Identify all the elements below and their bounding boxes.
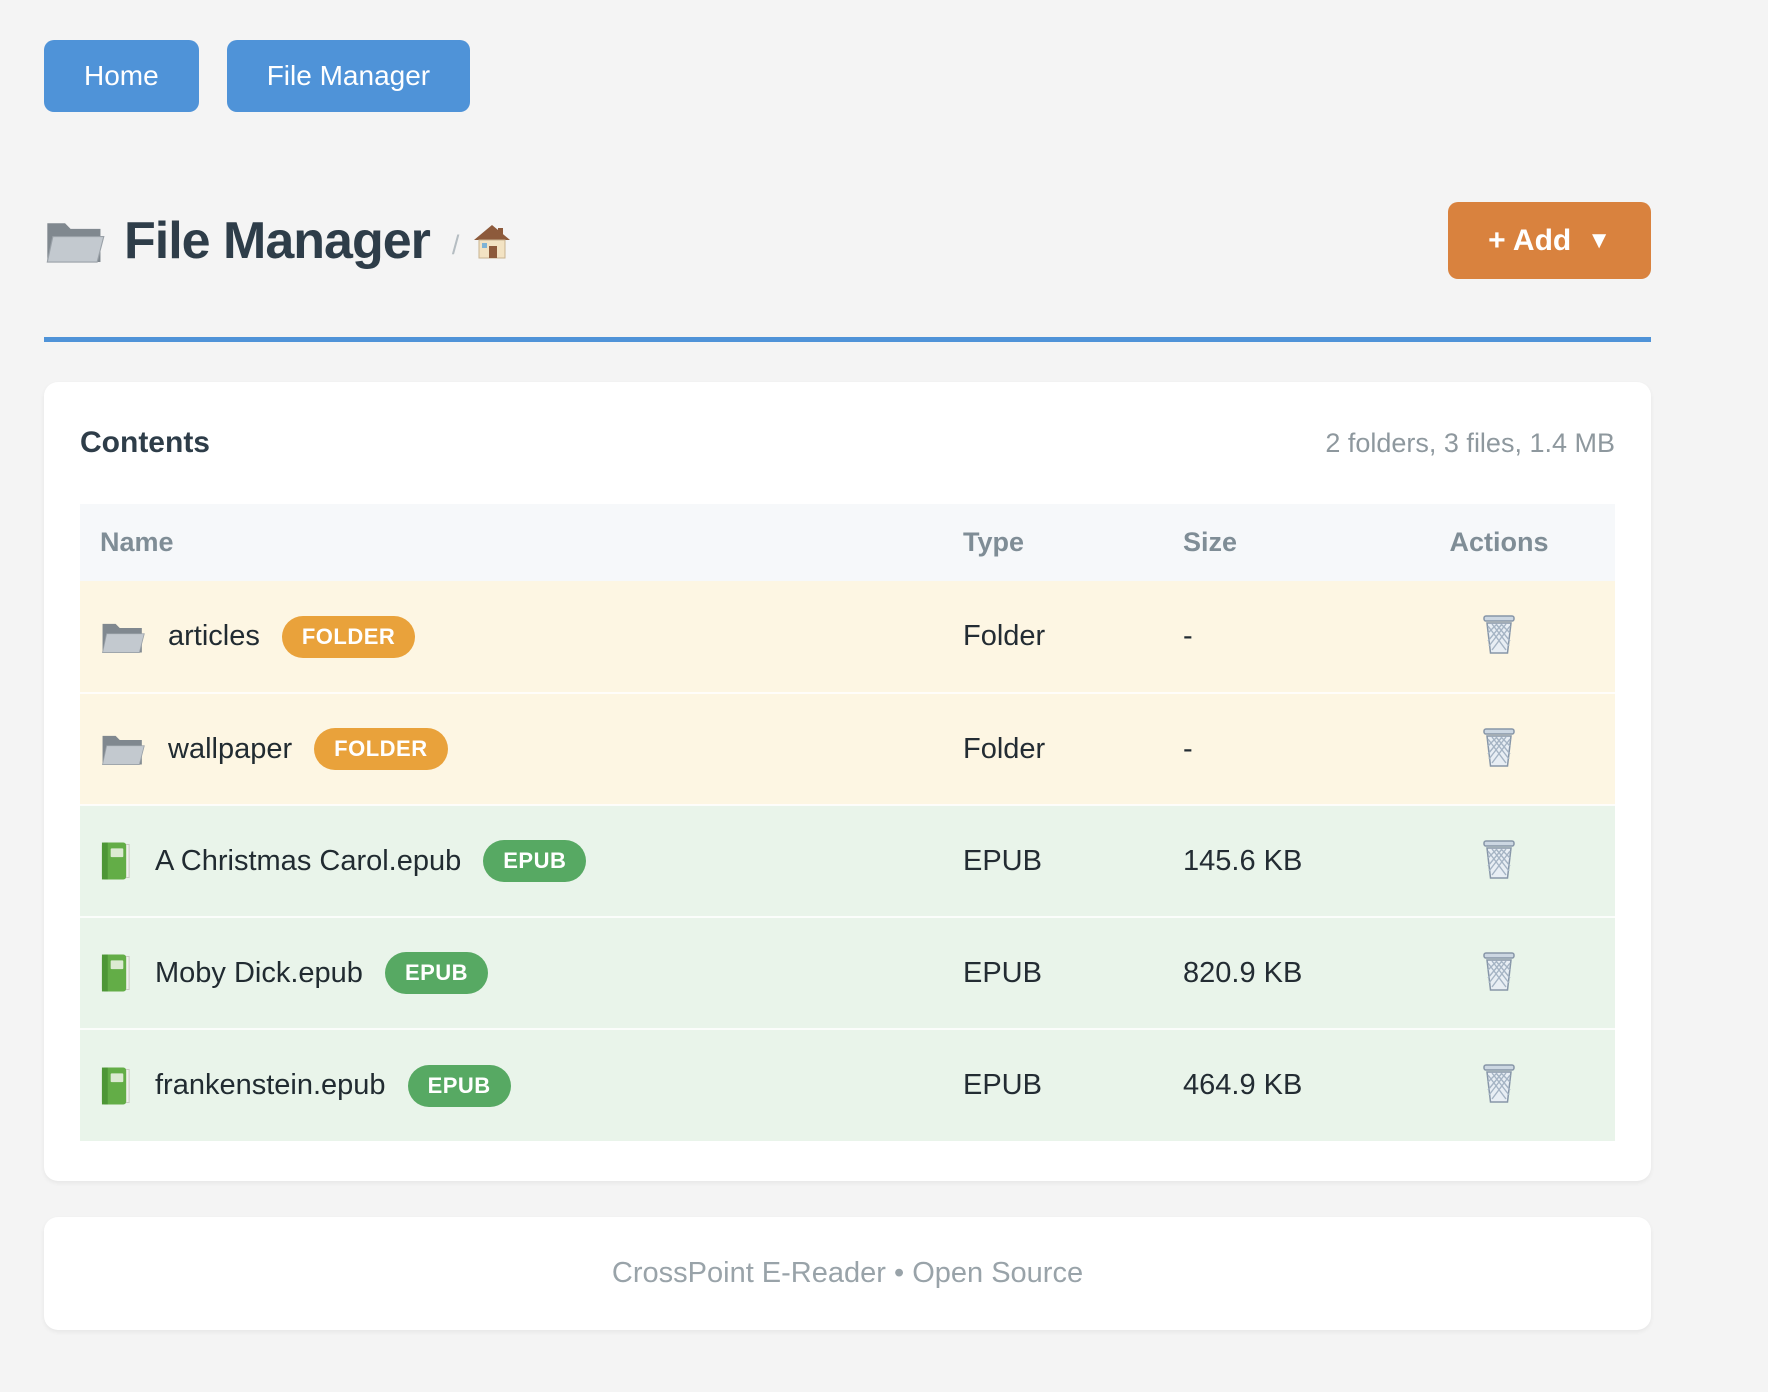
actions-cell	[1383, 692, 1615, 805]
top-nav: Home File Manager	[44, 40, 1651, 112]
folder-icon	[102, 623, 145, 653]
delete-button[interactable]	[1477, 835, 1521, 884]
item-name[interactable]: wallpaper	[168, 732, 293, 765]
breadcrumb-separator: /	[451, 230, 460, 260]
file-manager-button[interactable]: File Manager	[226, 40, 471, 112]
trash-icon	[1483, 951, 1515, 991]
home-icon	[473, 224, 511, 259]
row-wallpaper[interactable]: wallpaper FOLDER Folder -	[80, 692, 1615, 805]
add-button[interactable]: + Add ▼	[1448, 202, 1651, 279]
item-name[interactable]: frankenstein.epub	[155, 1069, 386, 1101]
caret-down-icon: ▼	[1587, 226, 1611, 254]
row-moby-dick[interactable]: Moby Dick.epub EPUB EPUB 820.9 KB	[80, 916, 1615, 1029]
title-wrap: File Manager /	[44, 211, 511, 271]
footer-card: CrossPoint E-Reader • Open Source	[44, 1217, 1651, 1330]
file-table: Name Type Size Actions articles FOLDER F…	[80, 504, 1615, 1141]
trash-icon	[1483, 1064, 1515, 1103]
epub-badge: EPUB	[407, 1064, 511, 1107]
epub-badge: EPUB	[483, 840, 587, 882]
actions-cell	[1383, 804, 1615, 917]
actions-cell	[1383, 1028, 1615, 1141]
trash-icon	[1483, 839, 1515, 879]
actions-cell	[1383, 916, 1615, 1029]
row-articles[interactable]: articles FOLDER Folder -	[80, 581, 1615, 693]
column-header-size: Size	[1163, 504, 1383, 581]
type-cell: EPUB	[943, 804, 1163, 917]
type-cell: EPUB	[943, 916, 1163, 1029]
row-frankenstein[interactable]: frankenstein.epub EPUB EPUB 464.9 KB	[80, 1028, 1615, 1141]
footer-text: CrossPoint E-Reader • Open Source	[611, 1257, 1084, 1289]
trash-icon	[1483, 727, 1515, 767]
name-cell: wallpaper FOLDER	[80, 692, 943, 805]
page-header: File Manager / + Add ▼	[44, 202, 1651, 342]
delete-button[interactable]	[1477, 610, 1521, 659]
contents-card: Contents 2 folders, 3 files, 1.4 MB Name…	[44, 382, 1651, 1181]
book-icon	[101, 842, 130, 880]
page-title: File Manager	[124, 211, 431, 270]
folder-icon	[102, 735, 145, 765]
column-header-actions: Actions	[1383, 504, 1615, 581]
delete-button[interactable]	[1477, 947, 1521, 996]
home-button[interactable]: Home	[44, 40, 199, 112]
contents-summary: 2 folders, 3 files, 1.4 MB	[1325, 428, 1615, 458]
epub-badge: EPUB	[384, 952, 489, 994]
size-cell: 820.9 KB	[1163, 916, 1383, 1029]
type-cell: EPUB	[943, 1028, 1163, 1141]
trash-icon	[1483, 615, 1515, 654]
name-cell: Moby Dick.epub EPUB	[80, 916, 943, 1029]
actions-cell	[1383, 581, 1615, 693]
item-name[interactable]: Moby Dick.epub	[155, 956, 363, 989]
breadcrumb-home[interactable]	[473, 216, 511, 265]
column-header-name: Name	[80, 504, 943, 581]
row-christmas-carol[interactable]: A Christmas Carol.epub EPUB EPUB 145.6 K…	[80, 804, 1615, 917]
delete-button[interactable]	[1477, 1059, 1521, 1108]
size-cell: 464.9 KB	[1163, 1028, 1383, 1141]
folder-badge: FOLDER	[281, 615, 416, 658]
folder-badge: FOLDER	[314, 728, 448, 770]
type-cell: Folder	[943, 581, 1163, 693]
size-cell: 145.6 KB	[1163, 804, 1383, 917]
type-cell: Folder	[943, 692, 1163, 805]
name-cell: A Christmas Carol.epub EPUB	[80, 804, 943, 917]
item-name[interactable]: A Christmas Carol.epub	[155, 844, 462, 877]
add-button-label: + Add	[1488, 223, 1572, 257]
name-cell: articles FOLDER	[80, 581, 943, 693]
book-icon	[101, 954, 130, 992]
name-cell: frankenstein.epub EPUB	[80, 1028, 943, 1141]
size-cell: -	[1163, 581, 1383, 693]
contents-title: Contents	[80, 426, 210, 459]
contents-card-header: Contents 2 folders, 3 files, 1.4 MB	[80, 426, 1615, 460]
delete-button[interactable]	[1477, 723, 1521, 772]
column-header-type: Type	[943, 504, 1163, 581]
size-cell: -	[1163, 692, 1383, 805]
folder-icon	[46, 222, 105, 263]
table-header-row: Name Type Size Actions	[80, 504, 1615, 581]
book-icon	[101, 1066, 130, 1105]
item-name[interactable]: articles	[168, 620, 260, 652]
